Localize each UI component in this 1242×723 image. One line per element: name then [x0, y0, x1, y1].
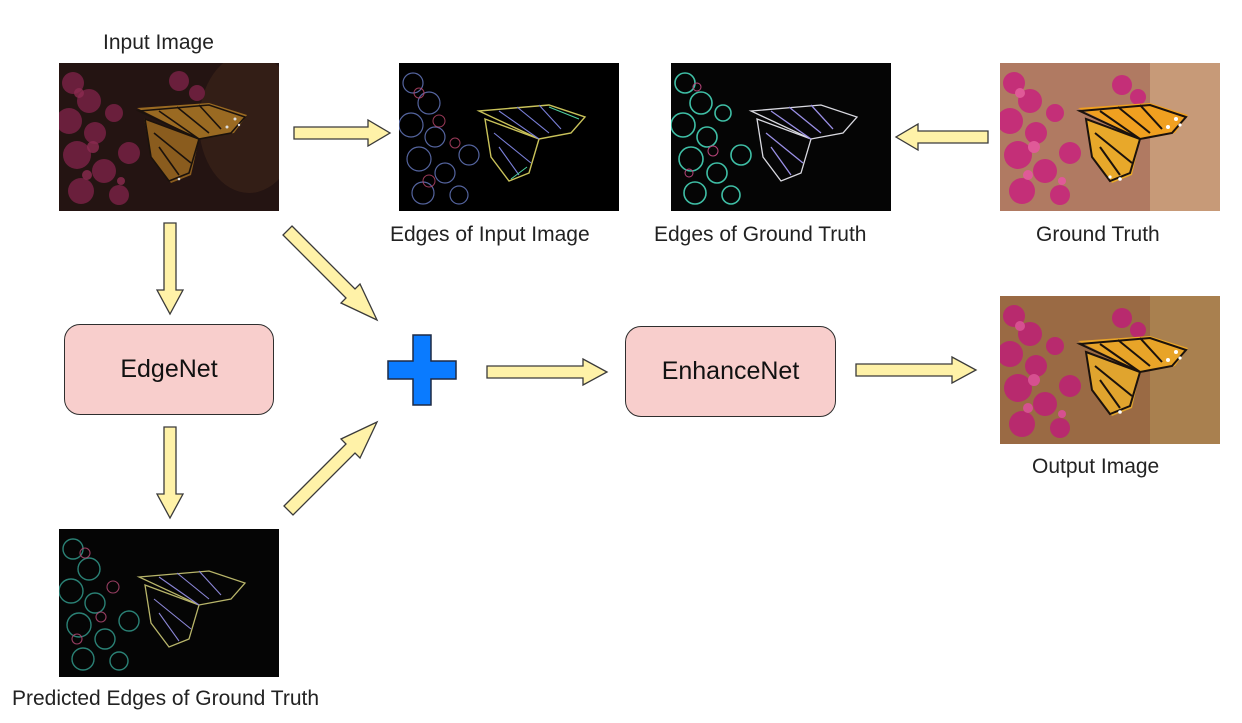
- ground-truth-image: [1000, 63, 1220, 211]
- arrow-input-to-edges: [293, 118, 392, 148]
- arrow-input-to-edgenet: [155, 222, 185, 316]
- ground-truth-label: Ground Truth: [1036, 223, 1160, 246]
- edgenet-node: EdgeNet: [64, 324, 274, 415]
- edges-of-ground-truth: [671, 63, 891, 211]
- arrow-edgenet-to-predicted: [155, 426, 185, 520]
- arrow-gt-to-edges: [894, 122, 989, 152]
- output-image: [1000, 296, 1220, 444]
- arrow-plus-to-enhancenet: [486, 357, 609, 387]
- arrow-enhancenet-to-output: [855, 355, 978, 385]
- enhancenet-node: EnhanceNet: [625, 326, 836, 417]
- output-image-label: Output Image: [1032, 455, 1160, 478]
- plus-icon: [387, 334, 457, 406]
- input-image: [59, 63, 279, 211]
- predicted-edges-image: [59, 529, 279, 677]
- arrow-predicted-to-plus: [283, 420, 379, 516]
- input-image-label: Input Image: [103, 31, 214, 54]
- predicted-edges-label: Predicted Edges of Ground Truth: [12, 687, 320, 710]
- edges-gt-label: Edges of Ground Truth: [654, 223, 867, 246]
- edges-input-label: Edges of Input Image: [390, 223, 590, 246]
- arrow-input-to-plus: [282, 225, 379, 322]
- edges-of-input-image: [399, 63, 619, 211]
